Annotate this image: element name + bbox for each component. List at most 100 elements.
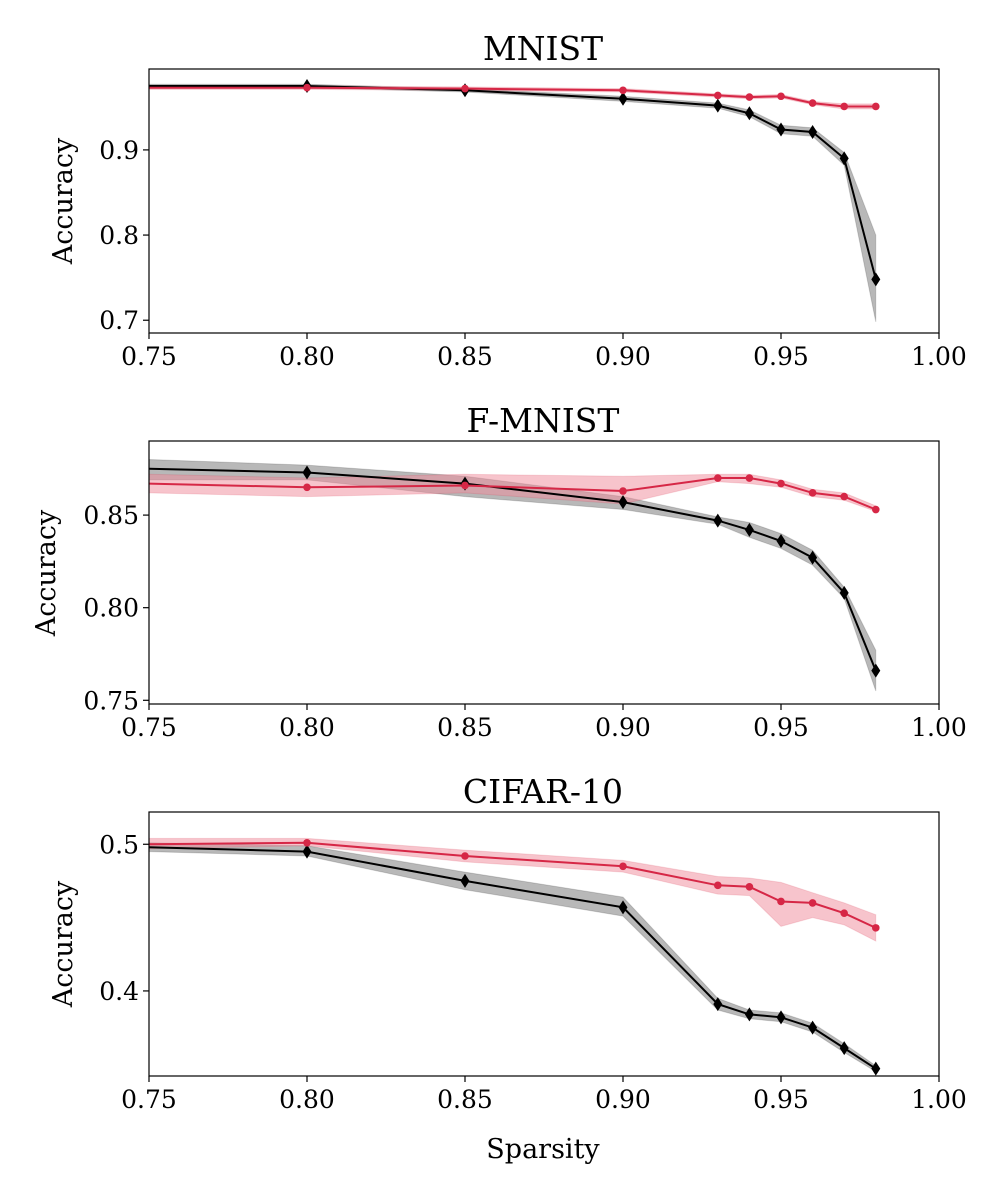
data-point-black: [744, 522, 754, 537]
confidence-band-red: [149, 473, 877, 513]
confidence-band-black: [149, 458, 877, 692]
confidence-band-black: [149, 83, 877, 322]
panel-mnist: MNIST Accuracy 0.75 0.80 0.85 0.90 0.95 1.000…: [48, 29, 967, 371]
data-point-red: [461, 481, 469, 490]
y-tick-label: 0.8: [99, 221, 139, 250]
x-axis-label: Sparsity: [486, 1134, 600, 1165]
data-point-red: [619, 487, 627, 495]
data-point-black: [713, 513, 723, 528]
data-point-red: [619, 86, 627, 95]
data-point-black: [808, 550, 818, 565]
series-layer: [149, 458, 877, 692]
y-axis-label: Accuracy: [48, 137, 79, 265]
data-point-black: [744, 106, 754, 121]
y-tick-label: 0.75: [83, 686, 139, 715]
data-point-black: [776, 1010, 786, 1025]
x-tick-label: 0.80: [279, 342, 335, 371]
x-tick-label: 0.90: [595, 342, 651, 371]
data-point-red: [303, 83, 311, 92]
data-point-black: [618, 900, 628, 915]
x-tick-label: 0.95: [753, 342, 809, 371]
x-tick-label: 0.75: [121, 342, 177, 371]
y-tick-label: 0.5: [99, 830, 139, 859]
y-tick-label: 0.4: [99, 977, 139, 1006]
x-tick-label: 0.80: [279, 1085, 335, 1114]
chart-title: MNIST: [483, 29, 603, 68]
axes-frame: [148, 68, 940, 334]
data-point-red: [777, 479, 785, 488]
x-tick-label: 1.00: [911, 342, 967, 371]
data-point-black: [776, 534, 786, 549]
x-tick-label: 0.95: [753, 713, 809, 742]
confidence-band-black: [149, 842, 877, 1073]
data-point-red: [872, 102, 880, 111]
y-tick-label: 0.85: [83, 501, 139, 530]
x-tick-label: 0.80: [279, 713, 335, 742]
data-point-black: [808, 1020, 818, 1035]
x-tick-label: 1.00: [911, 713, 967, 742]
data-point-red: [808, 489, 817, 497]
data-point-black: [871, 272, 881, 287]
data-point-black: [618, 91, 628, 106]
x-tick-label: 0.85: [437, 342, 493, 371]
data-point-red: [461, 852, 469, 860]
data-point-black: [713, 98, 723, 113]
data-point-red: [840, 492, 848, 501]
data-point-red: [808, 99, 817, 107]
series-layer: [149, 837, 877, 1073]
data-point-red: [714, 474, 722, 482]
series-line-black: [149, 846, 877, 1070]
data-point-black: [618, 495, 628, 510]
data-point-black: [871, 663, 881, 678]
panel-cifar10: CIFAR-10 Accuracy 0.75 0.80 0.85 0.90 0.95 1.…: [48, 772, 967, 1114]
y-tick-label: 0.7: [99, 306, 139, 335]
series-line-red: [149, 841, 877, 929]
data-point-red: [745, 883, 754, 891]
data-point-black: [839, 1041, 849, 1056]
data-point-red: [840, 909, 848, 917]
axes-frame: [148, 811, 940, 1077]
x-tick-label: 0.90: [595, 1085, 651, 1114]
x-tick-label: 1.00: [911, 1085, 967, 1114]
axes-frame: [148, 440, 940, 705]
data-point-black: [839, 151, 849, 166]
series-line-red: [149, 86, 876, 108]
data-point-black: [808, 125, 818, 140]
chart-title: F-MNIST: [467, 401, 620, 440]
plot-area: 0.75 0.80 0.85 0.90 0.95 1.00 0.7 0.8 0.9: [99, 68, 967, 371]
data-point-red: [777, 897, 785, 906]
data-point-black: [871, 1061, 881, 1076]
panel-fmnist: F-MNIST Accuracy 0.75 0.80 0.85 0.90 0.95 1.0…: [31, 401, 967, 742]
x-tick-label: 0.85: [437, 1085, 493, 1114]
series-line-black: [149, 467, 877, 672]
data-point-red: [303, 483, 311, 492]
data-point-red: [714, 881, 722, 890]
plot-area: 0.75 0.80 0.85 0.90 0.95 1.00 0.75 0.80 0.85: [83, 440, 967, 742]
series-line-black: [149, 85, 877, 280]
x-tick-label: 0.75: [121, 713, 177, 742]
x-tick-label: 0.95: [753, 1085, 809, 1114]
series-layer: [149, 83, 877, 322]
data-point-black: [776, 122, 786, 137]
y-tick-label: 0.80: [83, 594, 139, 623]
data-point-black: [460, 873, 470, 888]
y-axis-label: Accuracy: [31, 509, 62, 637]
data-point-black: [839, 585, 849, 600]
data-point-red: [840, 102, 848, 111]
y-axis-label: Accuracy: [48, 880, 79, 1008]
data-point-red: [714, 91, 722, 100]
data-point-red: [303, 839, 311, 847]
series-line-red: [149, 477, 877, 511]
data-point-red: [808, 899, 817, 907]
data-point-red: [872, 924, 880, 932]
x-tick-label: 0.75: [121, 1085, 177, 1114]
x-tick-label: 0.90: [595, 713, 651, 742]
data-point-red: [745, 93, 754, 101]
data-point-red: [461, 84, 469, 93]
x-tick-label: 0.85: [437, 713, 493, 742]
data-point-black: [713, 997, 723, 1012]
y-tick-label: 0.9: [99, 136, 139, 165]
chart-title: CIFAR-10: [463, 772, 623, 811]
data-point-red: [777, 92, 785, 101]
plot-area: 0.75 0.80 0.85 0.90 0.95 1.00 0.4 0.5: [99, 811, 967, 1114]
